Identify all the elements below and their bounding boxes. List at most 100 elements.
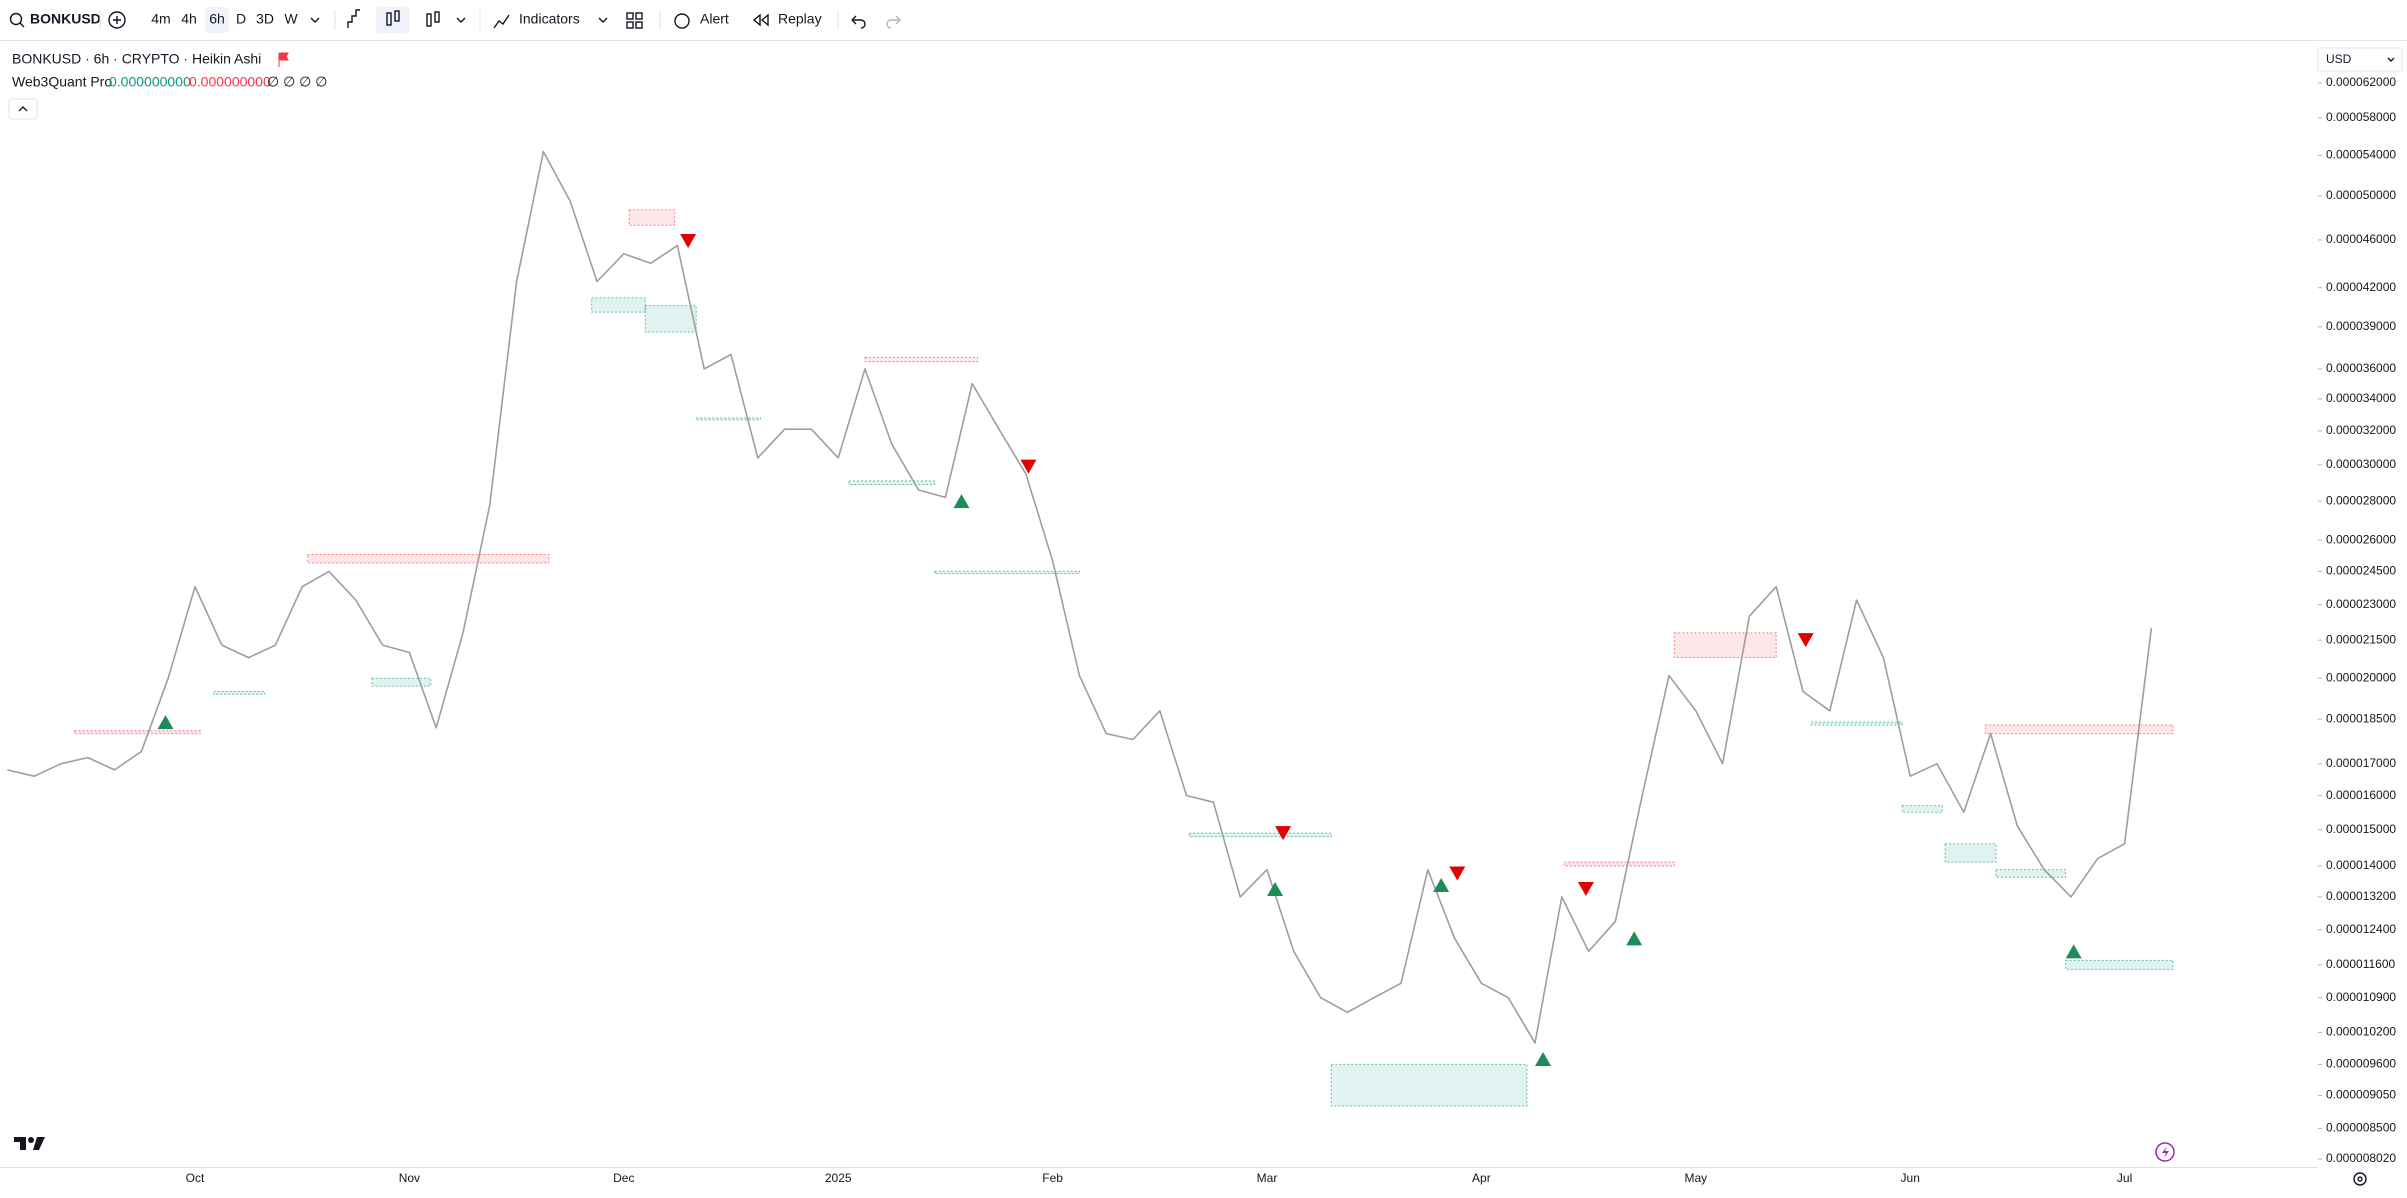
alert-label: Alert: [700, 11, 729, 27]
lightning-button[interactable]: [2155, 1142, 2175, 1162]
y-tick-label: 0.000015000: [2326, 822, 2396, 836]
price-zone: [644, 305, 697, 333]
y-tick-label: 0.000024500: [2326, 564, 2396, 578]
y-tick-label: 0.000021500: [2326, 632, 2396, 646]
indicator-name[interactable]: Web3Quant Pro: [12, 74, 112, 90]
indicator-value: 0.000000000: [189, 74, 271, 90]
price-zone: [1673, 632, 1777, 659]
sell-signal: [1275, 826, 1292, 841]
x-tick-label: 2025: [825, 1171, 852, 1185]
sell-signal: [1797, 633, 1814, 648]
sell-signal: [1577, 881, 1594, 896]
price-zone: [1563, 861, 1675, 867]
interval[interactable]: 4h: [181, 11, 197, 27]
y-tick-label: 0.000050000: [2326, 188, 2396, 202]
redo-button[interactable]: [886, 15, 901, 29]
indicators-label: Indicators: [519, 11, 580, 27]
interval[interactable]: D: [236, 11, 246, 27]
y-tick-label: 0.000016000: [2326, 788, 2396, 802]
compare-button[interactable]: [108, 11, 126, 29]
y-tick-label: 0.000039000: [2326, 319, 2396, 333]
y-tick-label: 0.000012400: [2326, 922, 2396, 936]
price-zone: [371, 677, 432, 687]
price-zone: [1188, 832, 1332, 838]
tradingview-logo[interactable]: [14, 1137, 45, 1150]
style-dropdown[interactable]: [456, 17, 466, 23]
buy-signal: [1433, 878, 1450, 893]
y-tick-label: 0.000011600: [2326, 957, 2396, 971]
interval[interactable]: W: [284, 11, 298, 27]
price-zone: [73, 730, 201, 735]
symbol-search[interactable]: BONKUSD: [9, 11, 101, 28]
interval[interactable]: 3D: [256, 11, 274, 27]
bar-icon: [426, 13, 432, 27]
price-zone: [628, 209, 676, 226]
price-zone: [864, 356, 979, 363]
indicators-button[interactable]: Indicators: [493, 11, 580, 29]
lightning-circle: [2155, 1142, 2175, 1162]
chart-style-candles[interactable]: [386, 10, 400, 26]
buy-signal: [157, 715, 174, 730]
candle-icon: [394, 10, 400, 22]
currency-dropdown: [2387, 57, 2395, 62]
price-zone: [307, 553, 550, 564]
y-tick-label: 0.000062000: [2326, 75, 2396, 89]
x-tick-label: Jul: [2117, 1171, 2132, 1185]
y-tick-label: 0.000042000: [2326, 280, 2396, 294]
x-tick-label: Oct: [186, 1171, 205, 1185]
replay-button[interactable]: Replay: [752, 11, 822, 27]
price-zone: [934, 570, 1080, 575]
search-icon-handle: [19, 22, 25, 28]
active-interval-bg: [205, 7, 229, 33]
indicators-dropdown[interactable]: [598, 17, 608, 23]
interval[interactable]: 4m: [151, 11, 170, 27]
chart-style-line[interactable]: [347, 9, 360, 28]
settings-button[interactable]: [2353, 1172, 2367, 1186]
indicator-value: 0.000000000: [109, 74, 191, 90]
chart-style-bars[interactable]: [426, 11, 440, 27]
logo-shape: [14, 1137, 26, 1150]
active-style-bg: [376, 7, 410, 33]
gear-icon: [2357, 1176, 2363, 1182]
buy-signal: [1535, 1051, 1552, 1066]
x-tick-label: Mar: [1257, 1171, 1278, 1185]
legend-flag[interactable]: [278, 52, 289, 67]
price-zone: [1944, 843, 1997, 863]
plus-icon: [108, 11, 126, 29]
buy-signal: [953, 494, 970, 509]
price-line: [7, 150, 2153, 1044]
x-tick-label: Dec: [613, 1171, 634, 1185]
interval[interactable]: 6h: [209, 11, 225, 27]
y-tick-label: 0.000009050: [2326, 1088, 2396, 1102]
replay-label: Replay: [778, 11, 822, 27]
x-tick-label: May: [1684, 1171, 1707, 1185]
logo-shape: [33, 1137, 45, 1150]
y-tick-label: 0.000030000: [2326, 457, 2396, 471]
replay-icon: [752, 13, 769, 27]
price-zone: [1984, 724, 2174, 735]
collapse-legend[interactable]: [8, 98, 38, 120]
grid-icon: [635, 21, 643, 29]
y-tick-label: 0.000013200: [2326, 889, 2396, 903]
lightning-icon: [2162, 1146, 2169, 1158]
alert-button[interactable]: Alert: [674, 11, 729, 29]
x-tick-label: Feb: [1042, 1171, 1063, 1185]
collapse-box: [8, 98, 38, 120]
buy-signal: [2065, 944, 2082, 959]
symbol: BONKUSD: [30, 11, 101, 27]
price-zone: [591, 297, 646, 313]
x-tick-label: Nov: [399, 1171, 420, 1185]
grid-icon: [635, 12, 643, 20]
buy-signal: [1626, 931, 1643, 946]
y-tick-label: 0.000026000: [2326, 532, 2396, 546]
layouts-button[interactable]: [626, 12, 643, 29]
x-tick-label: Apr: [1472, 1171, 1491, 1185]
price-zone: [848, 480, 936, 485]
y-tick-label: 0.000020000: [2326, 670, 2396, 684]
interval-dropdown[interactable]: [310, 17, 320, 23]
undo-button[interactable]: [851, 15, 866, 29]
x-tick-label: Jun: [1901, 1171, 1920, 1185]
currency-box: [2317, 47, 2403, 72]
gear-icon: [2353, 1172, 2367, 1186]
currency-select[interactable]: USD: [2317, 47, 2403, 72]
